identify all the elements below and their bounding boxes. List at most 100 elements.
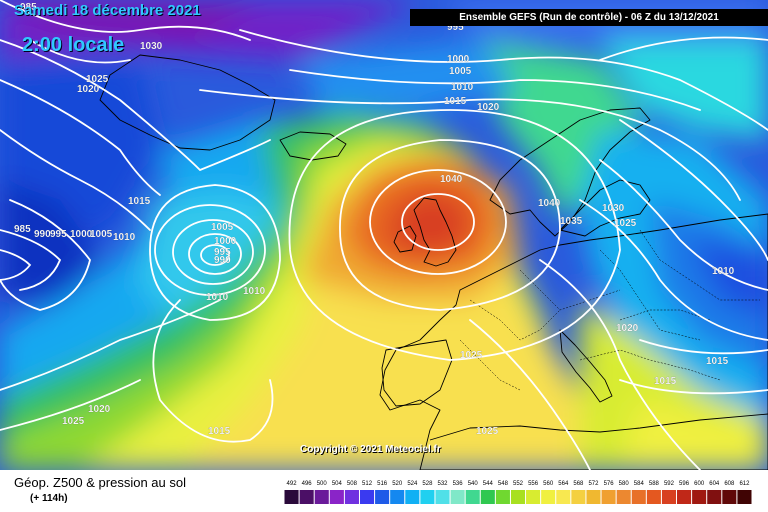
isobar-label: 1010 [113,232,136,243]
isobar-label: 1035 [560,216,583,227]
legend-level-label: 568 [573,481,584,487]
isobar-label: 1040 [538,198,561,209]
mediterranean-shore [429,413,768,441]
legend-level-label: 608 [724,481,735,487]
legend-level-label: 548 [498,481,509,487]
run-info-banner: Ensemble GEFS (Run de contrôle) - 06 Z d… [410,9,768,26]
baltic-coast [559,179,651,237]
copyright-notice: Copyright © 2021 Meteociel.fr [300,444,441,455]
europe-coast [379,213,768,470]
legend-level-label: 604 [709,481,720,487]
legend-swatch [420,490,435,504]
legend-level-label: 500 [317,481,328,487]
isobar-label: 1010 [712,266,735,277]
legend-level-label: 596 [679,481,690,487]
legend-swatch [541,490,556,504]
legend-swatch [495,490,510,504]
isobar-label: 1025 [614,218,637,229]
legend-swatch [692,490,707,504]
legend-level-label: 508 [347,481,358,487]
legend-level-label: 588 [649,481,660,487]
legend-level-label: 536 [453,481,464,487]
legend-level-label: 556 [528,481,539,487]
legend-swatch [465,490,480,504]
isobar-label: 1015 [706,356,729,367]
isobar-label: 1010 [206,292,229,303]
ireland-coast [393,225,417,253]
isobar-label: 1030 [140,41,163,52]
color-scale-legend: 492 496 500 504 508 512 516 520 524 528 532 536 540 5… [284,481,752,504]
legend-level-label: 592 [664,481,675,487]
iceland-coast [279,131,347,161]
weather-map: 9851030995100010051010101510201025102010… [0,0,768,470]
isobar-label: 1015 [444,96,467,107]
isobar-label: 1040 [440,174,463,185]
legend-level-label: 516 [377,481,388,487]
legend-swatch [344,490,359,504]
legend-swatch [405,490,420,504]
legend-level-label: 560 [543,481,554,487]
coastlines [99,54,768,470]
isobar-label: 1025 [62,416,85,427]
legend-level-label: 540 [468,481,479,487]
legend-swatch [601,490,616,504]
isobar-label: 995 [214,247,231,258]
legend-swatch [556,490,571,504]
isobar-label: 1030 [602,203,625,214]
legend-level-label: 520 [392,481,403,487]
legend-swatch [390,490,405,504]
legend-level-label: 584 [634,481,645,487]
legend-level-label: 512 [362,481,373,487]
legend-level-label: 532 [438,481,449,487]
isobar-label: 1005 [211,222,234,233]
british-isles-coast [413,197,457,267]
isobar-label: 1020 [77,84,100,95]
isobar-label: 1000 [214,236,237,247]
isobar-label: 1010 [243,286,266,297]
legend-level-label: 528 [422,481,433,487]
parameter-label: Géop. Z500 & pression au sol [14,475,186,490]
legend-swatch [737,490,752,504]
isobar-label: 1025 [86,74,109,85]
legend-swatch [450,490,465,504]
isobar-label: 1015 [128,196,151,207]
legend-level-label: 612 [739,481,750,487]
isobar-label: 985 [14,224,31,235]
legend-swatch [677,490,692,504]
isobar-label: 990 [34,229,51,240]
legend-level-label: 524 [407,481,418,487]
legend-level-label: 552 [513,481,524,487]
scandinavia-coast [489,107,651,237]
legend-swatch [435,490,450,504]
isobar-label: 1025 [460,350,483,361]
legend-swatch [299,490,314,504]
legend-level-label: 580 [619,481,630,487]
legend-swatch [586,490,601,504]
isobar-label: 990 [214,255,231,266]
isobar-label: 995 [50,229,67,240]
legend-swatch [480,490,495,504]
legend-swatch [571,490,586,504]
legend-level-label: 600 [694,481,705,487]
legend-level-label: 564 [558,481,569,487]
legend-level-label: 496 [302,481,313,487]
greenland-coast [99,54,276,151]
legend-swatch [722,490,737,504]
forecast-date: Samedi 18 décembre 2021 [14,2,201,19]
isobar-label: 995 [447,22,464,33]
legend-level-label: 572 [588,481,599,487]
isobar-label: 1015 [208,426,231,437]
isobar-labels: 9851030995100010051010101510201025102010… [14,2,735,437]
legend-swatch [314,490,329,504]
legend-swatch [707,490,722,504]
legend-level-label: 504 [332,481,343,487]
legend-level-label: 544 [483,481,494,487]
isobar-label: 1020 [88,404,111,415]
iberia-coast [381,339,453,407]
legend-swatch [375,490,390,504]
legend-swatch [616,490,631,504]
isobar-label: 1005 [449,66,472,77]
legend-level-label: 576 [604,481,615,487]
legend-swatch [510,490,526,504]
isobar-label: 1010 [451,82,474,93]
